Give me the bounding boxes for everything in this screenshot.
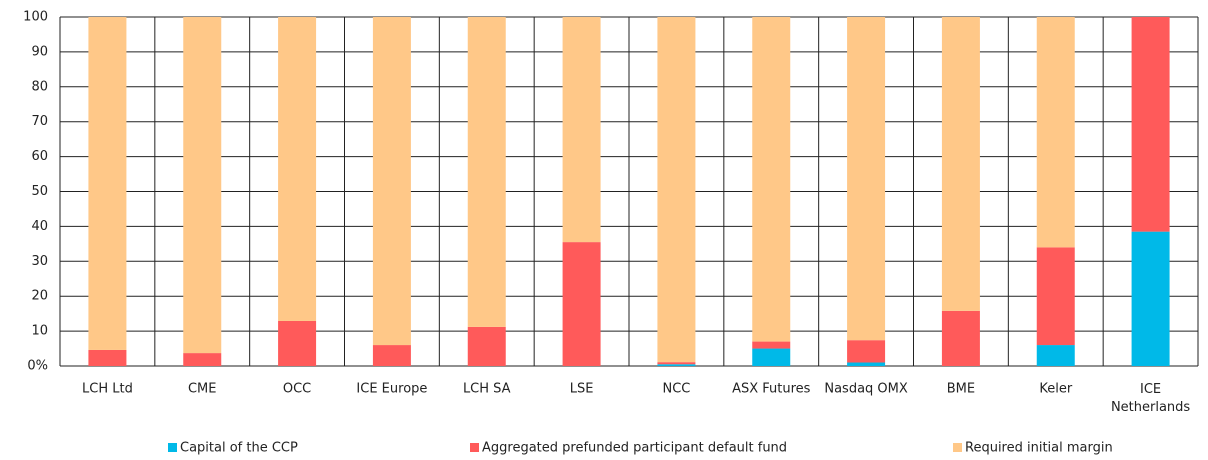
bar-segment [657, 17, 696, 363]
x-tick-label: LCH SA [463, 382, 511, 397]
bar-segment [88, 17, 127, 350]
bar-segment [372, 17, 411, 346]
x-tick-label: CME [188, 382, 217, 397]
bar-segment [941, 17, 980, 311]
legend-swatch [953, 443, 962, 452]
x-tick-label: NCC [662, 382, 690, 397]
bar-segment [657, 364, 696, 366]
bar-segment [467, 326, 506, 366]
y-tick-label: 90 [31, 44, 48, 59]
bar-segment [1036, 247, 1075, 346]
x-tick-label: ICE Europe [356, 382, 427, 397]
bar-segment [657, 362, 696, 365]
x-tick-label: ASX Futures [732, 382, 811, 397]
x-tick-label: BME [947, 382, 975, 397]
bar-segment [1131, 17, 1170, 232]
bar-segment [562, 242, 601, 366]
legend-swatch [168, 443, 177, 452]
bar-segment [752, 17, 791, 342]
bar-segment [847, 17, 886, 341]
legend-label: Aggregated prefunded participant default… [482, 441, 787, 456]
x-tick-label: ICE Netherlands [1111, 382, 1190, 415]
x-tick-label: Nasdaq OMX [824, 382, 908, 397]
y-tick-label: 40 [31, 219, 48, 234]
bar-segment [752, 341, 791, 349]
bar-segment [847, 362, 886, 366]
y-tick-label: 80 [31, 79, 48, 94]
bar-segment [372, 345, 411, 366]
x-tick-label: OCC [283, 382, 311, 397]
bar-segment [183, 17, 222, 354]
bar-segment [941, 310, 980, 366]
x-tick-label: LSE [570, 382, 594, 397]
bar-segment [752, 348, 791, 366]
bar-segment [1036, 345, 1075, 366]
y-tick-label: 0% [27, 359, 48, 374]
bar-segment [562, 17, 601, 243]
bar-segment [278, 320, 317, 366]
legend-swatch [470, 443, 479, 452]
bar-segment [183, 353, 222, 366]
y-tick-label: 30 [31, 254, 48, 269]
bar-segment [88, 349, 127, 366]
y-tick-label: 100 [23, 10, 48, 25]
y-tick-label: 60 [31, 149, 48, 164]
bar-segment [847, 340, 886, 363]
bar-segment [1131, 231, 1170, 366]
y-tick-label: 70 [31, 114, 48, 129]
x-tick-label: Keler [1039, 382, 1072, 397]
x-tick-label: LCH Ltd [82, 382, 133, 397]
y-tick-label: 50 [31, 184, 48, 199]
bar-segment [467, 17, 506, 327]
bar-segment [1036, 17, 1075, 248]
legend-label: Required initial margin [965, 441, 1113, 456]
y-tick-label: 20 [31, 289, 48, 304]
legend-label: Capital of the CCP [180, 441, 298, 456]
y-tick-label: 10 [31, 324, 48, 339]
bar-segment [278, 17, 317, 321]
